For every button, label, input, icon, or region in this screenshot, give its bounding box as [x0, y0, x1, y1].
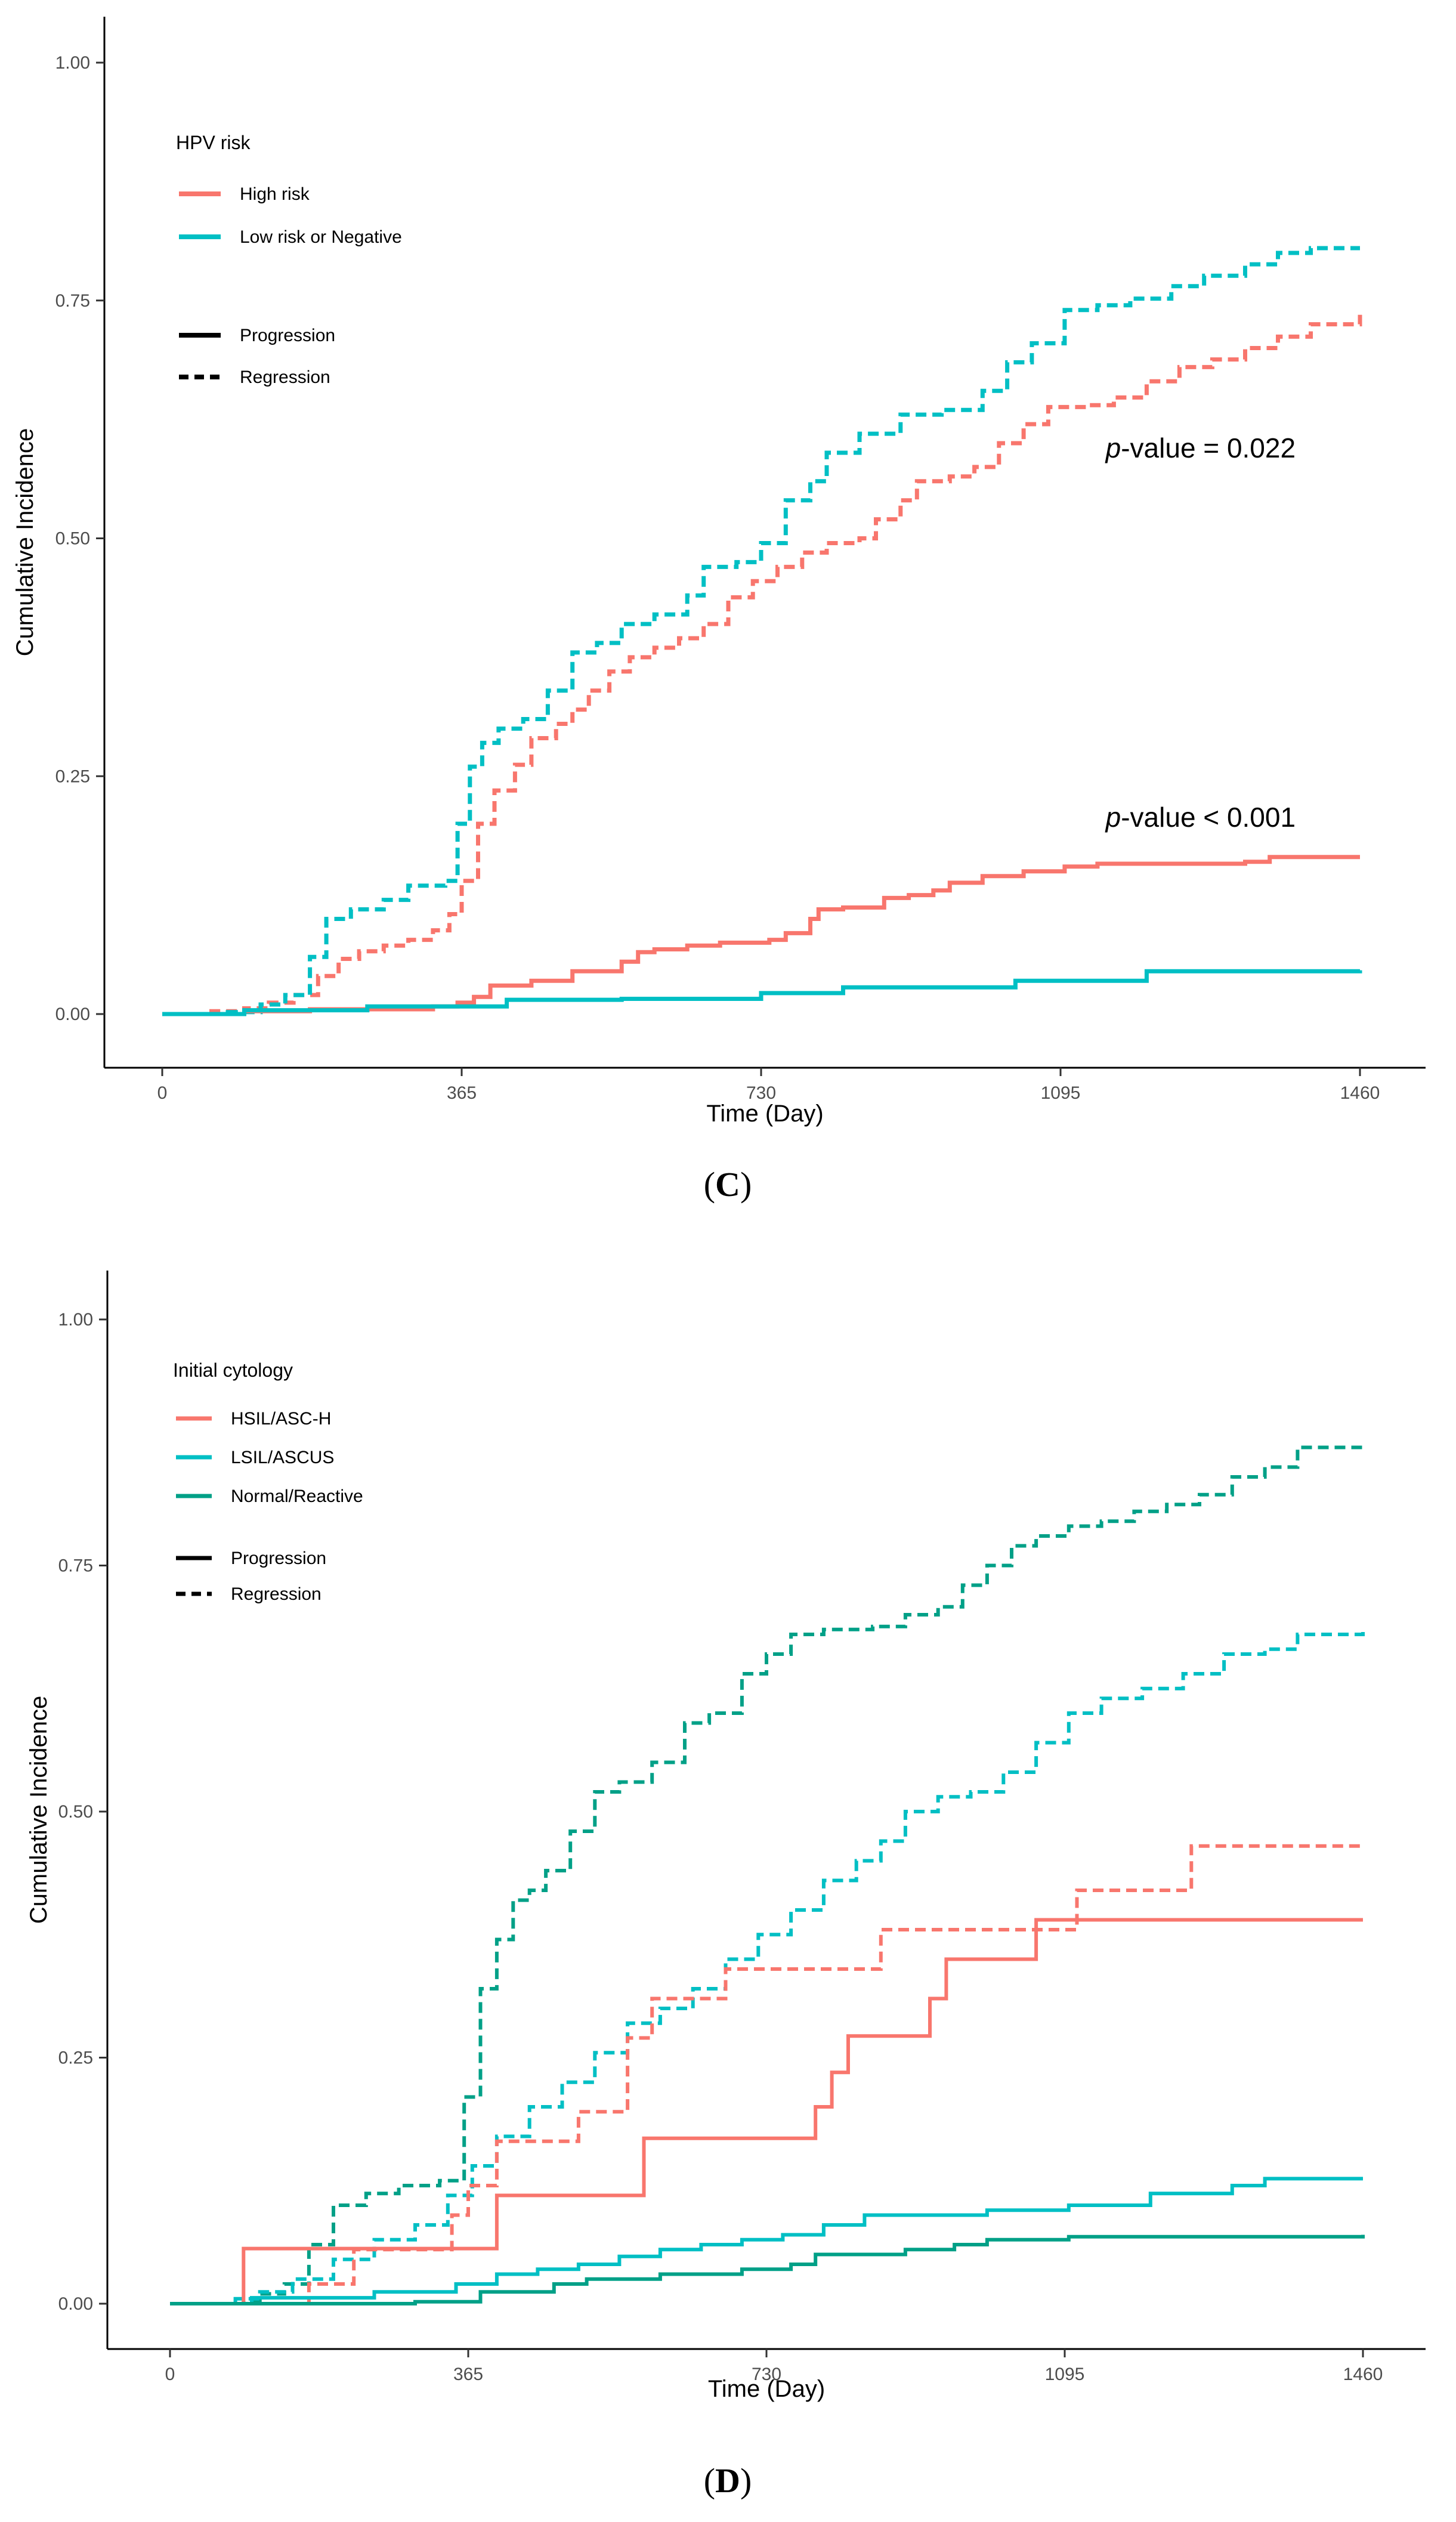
y-tick-label: 0.00 — [55, 1005, 90, 1024]
x-tick-label: 1460 — [1340, 1083, 1380, 1103]
legend-type-label: Progression — [240, 326, 335, 345]
x-tick-label: 1095 — [1045, 2365, 1085, 2384]
series-line — [162, 246, 1360, 1016]
x-tick-label: 1460 — [1343, 2365, 1383, 2384]
series-layer — [162, 246, 1362, 1016]
series-line — [162, 855, 1360, 1016]
y-axis-title: Cumulative Incidence — [26, 1696, 52, 1924]
legend-group-label: HSIL/ASC-H — [231, 1409, 331, 1429]
y-tick-label: 0.75 — [55, 291, 90, 311]
axes: 0 365 730 1095 1460 0.00 0.25 0.50 0.75 1.00 — [55, 17, 1426, 1103]
legend-group-label: Low risk or Negative — [240, 227, 402, 247]
x-axis-title: Time (Day) — [708, 2376, 825, 2402]
annotations: p-value = 0.022 p-value < 0.001 — [1105, 432, 1296, 833]
x-tick-label: 365 — [453, 2365, 483, 2384]
series-line — [162, 314, 1362, 1016]
legend-group-label: Normal/Reactive — [231, 1486, 363, 1506]
y-tick-label: 0.50 — [55, 529, 90, 549]
series-line — [162, 969, 1362, 1016]
y-tick-label: 1.00 — [55, 53, 90, 73]
y-tick-label: 0.75 — [58, 1556, 93, 1576]
legend-title: Initial cytology — [173, 1359, 293, 1381]
legend: Initial cytology HSIL/ASC-H LSIL/ASCUS Nor… — [173, 1359, 363, 1604]
legend-group-label: LSIL/ASCUS — [231, 1448, 334, 1467]
axes: 0 365 730 1095 1460 0.00 0.25 0.50 0.75 1.00 — [58, 1271, 1426, 2384]
x-tick-label: 1095 — [1041, 1083, 1081, 1103]
y-tick-label: 0.25 — [58, 2048, 93, 2068]
p-value-annotation: p-value = 0.022 — [1105, 432, 1296, 463]
y-tick-label: 0.00 — [58, 2294, 93, 2314]
x-tick-label: 730 — [752, 2365, 781, 2384]
x-axis-title: Time (Day) — [706, 1101, 823, 1127]
series-line — [170, 1445, 1363, 2305]
p-value-annotation: p-value < 0.001 — [1105, 802, 1296, 833]
legend-type-label: Regression — [231, 1584, 322, 1604]
chart-panel-d: 0 365 730 1095 1460 0.00 0.25 0.50 0.75 1.00 Init… — [26, 1271, 1426, 2500]
series-line — [170, 2177, 1363, 2305]
x-tick-label: 0 — [157, 1083, 168, 1103]
series-line — [170, 2234, 1365, 2305]
panel-label: (C) — [704, 1165, 752, 1204]
y-tick-label: 0.50 — [58, 1802, 93, 1822]
y-tick-label: 1.00 — [58, 1310, 93, 1330]
legend-type-label: Progression — [231, 1549, 326, 1568]
legend-group-label: High risk — [240, 184, 310, 204]
legend: HPV risk High risk Low risk or Negative Pr… — [176, 132, 402, 387]
x-tick-label: 365 — [447, 1083, 477, 1103]
legend-title: HPV risk — [176, 132, 251, 153]
x-tick-label: 730 — [746, 1083, 776, 1103]
y-tick-label: 0.25 — [55, 767, 90, 786]
chart-panel-c: 0 365 730 1095 1460 0.00 0.25 0.50 0.75 1.00 HPV … — [12, 17, 1426, 1204]
series-line — [170, 1918, 1363, 2305]
series-line — [170, 1629, 1365, 2305]
series-layer — [170, 1445, 1365, 2305]
legend-type-label: Regression — [240, 367, 330, 387]
x-tick-label: 0 — [165, 2365, 175, 2384]
y-axis-title: Cumulative Incidence — [12, 428, 38, 656]
panel-label: (D) — [704, 2461, 752, 2500]
